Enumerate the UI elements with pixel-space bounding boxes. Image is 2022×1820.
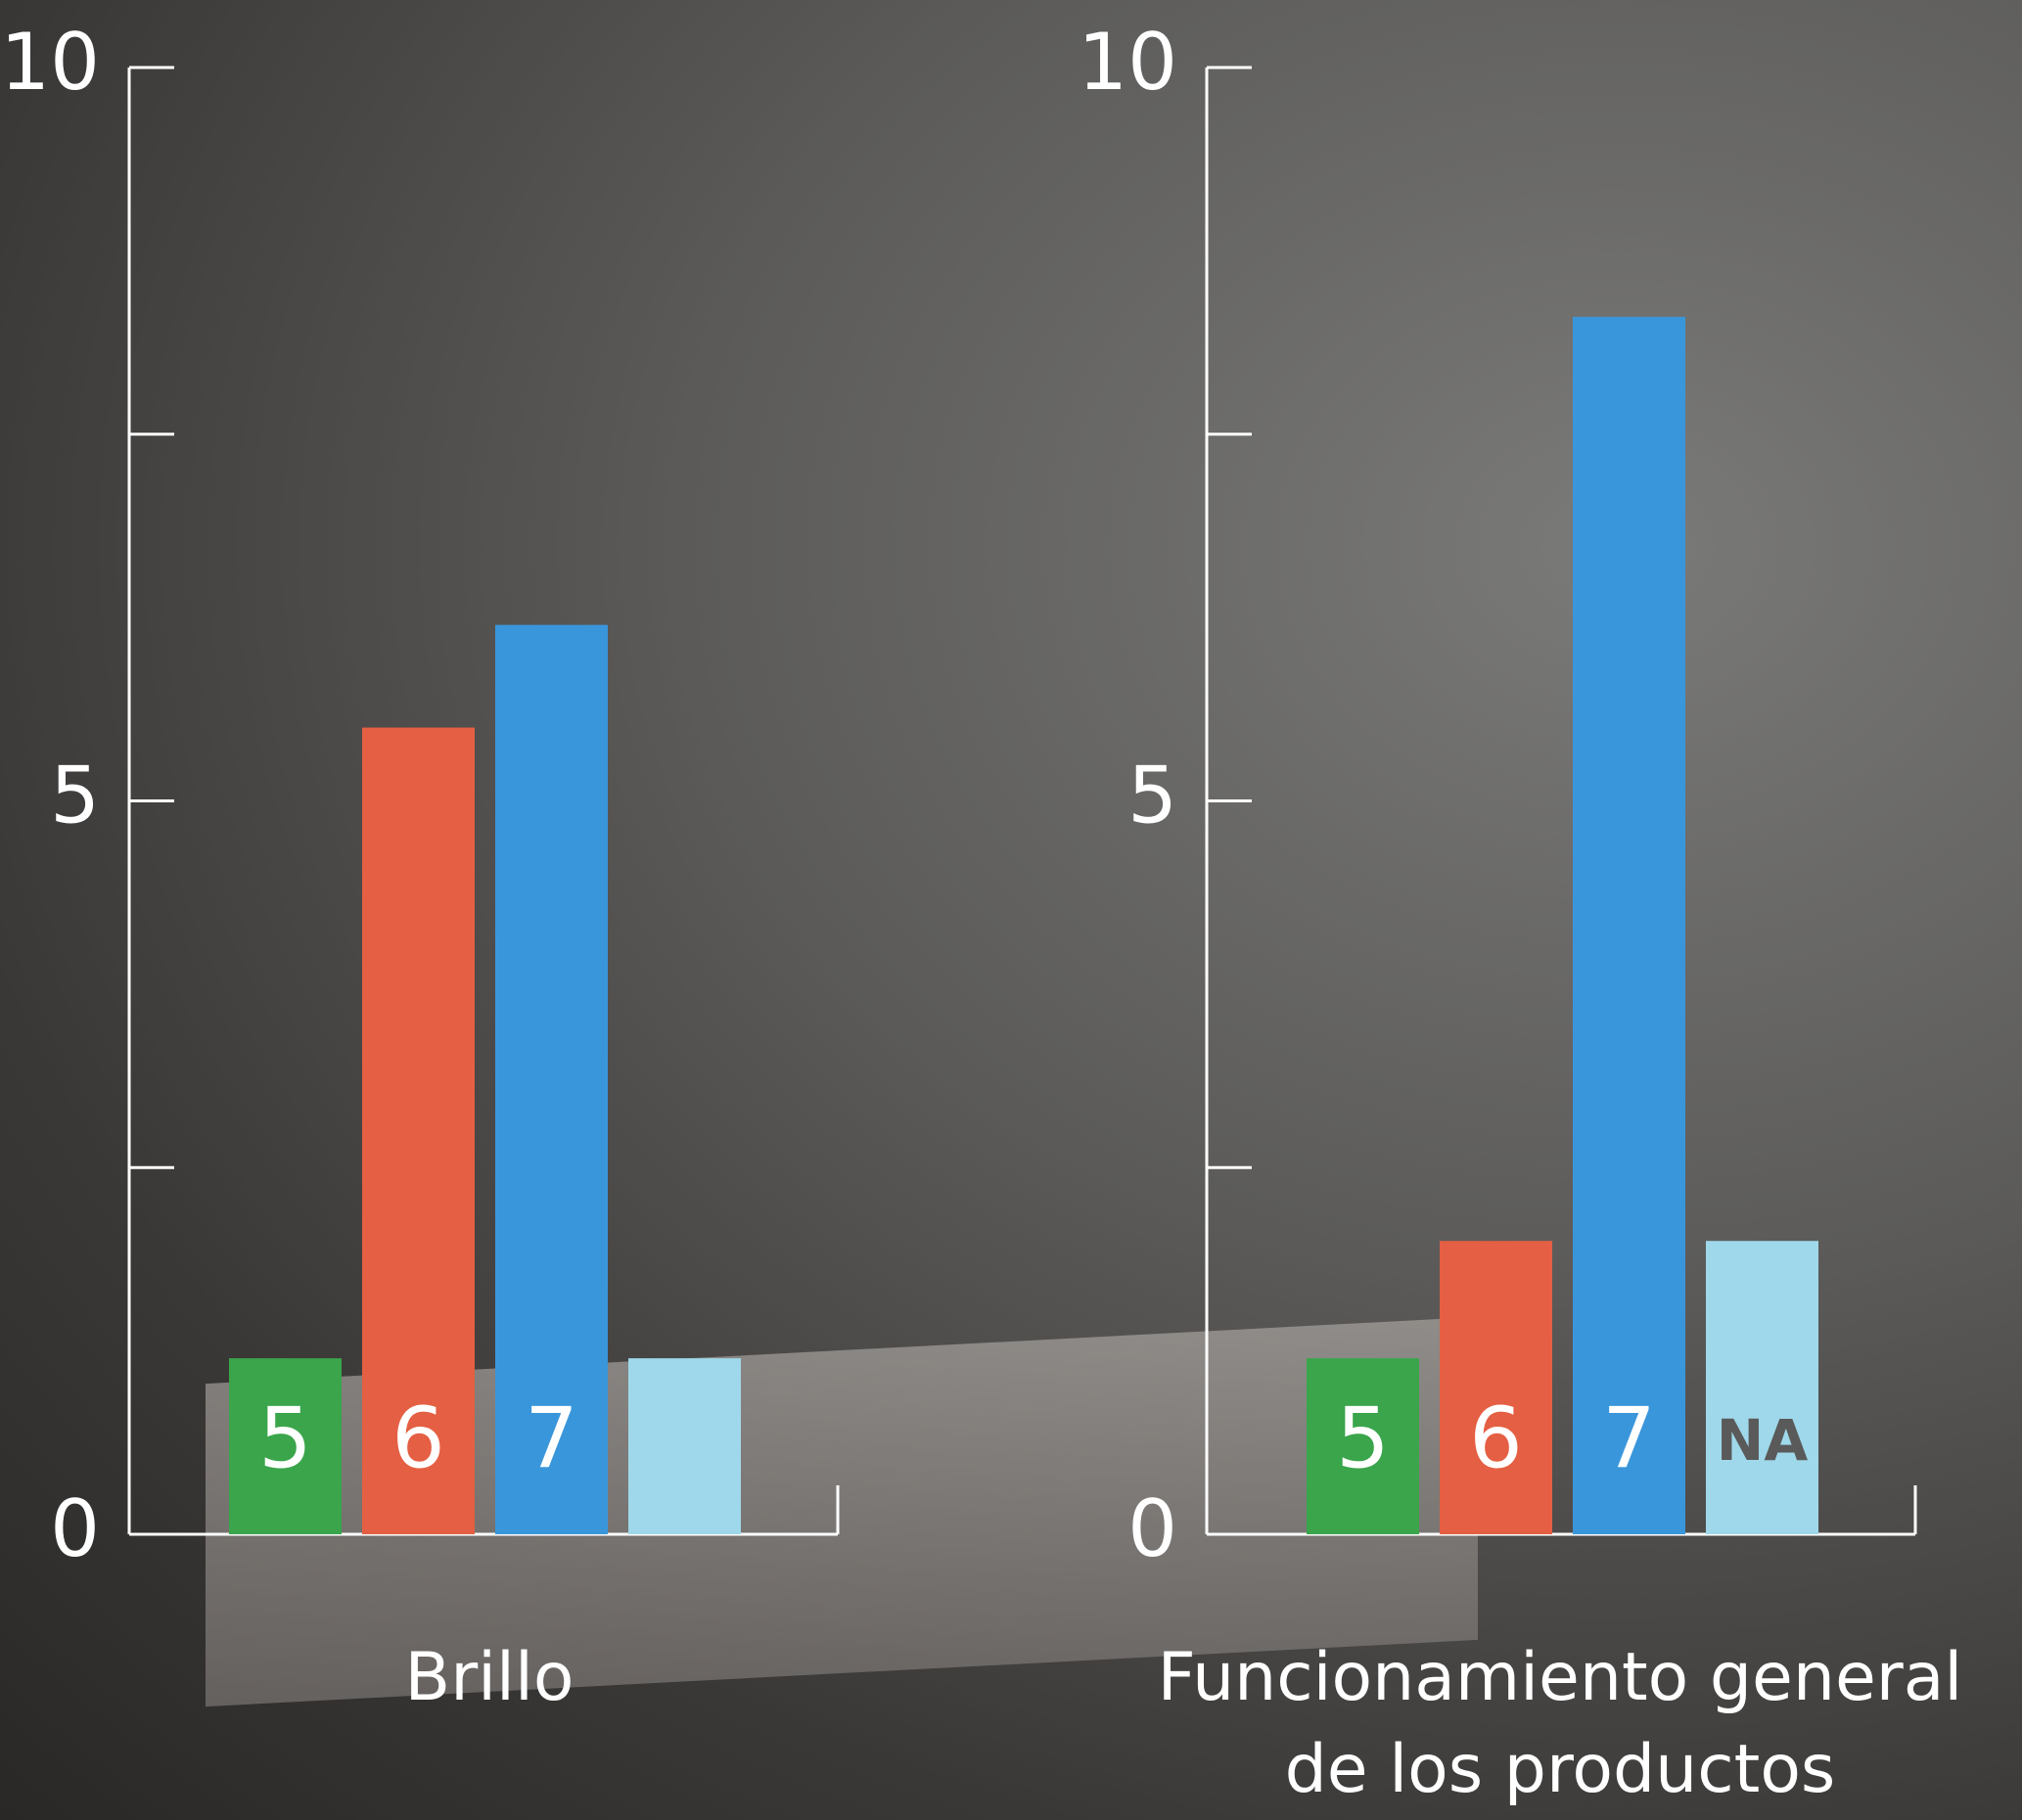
bar: [1706, 1241, 1818, 1534]
category-label: NA: [1717, 1407, 1809, 1474]
bar: [1440, 1241, 1552, 1534]
chart: 05105670510567NA: [0, 0, 2022, 1820]
x-axis-label: Funcionamiento general de los productos: [1110, 1632, 2010, 1816]
y-tick-label: 5: [1127, 750, 1177, 841]
category-label: 5: [1336, 1389, 1390, 1487]
x-axis-label: Brillo: [39, 1632, 940, 1724]
y-tick-label: 0: [1127, 1483, 1177, 1574]
category-label: 5: [258, 1389, 312, 1487]
category-label: 7: [525, 1389, 578, 1487]
bar: [628, 1358, 741, 1534]
category-label: 6: [1469, 1389, 1523, 1487]
y-tick-label: 0: [50, 1483, 100, 1574]
bar: [1573, 317, 1685, 1534]
y-tick-label: 10: [0, 17, 100, 108]
page: 05105670510567NA Brillo Funcionamiento g…: [0, 0, 2022, 1820]
category-label: 6: [391, 1389, 445, 1487]
y-tick-label: 10: [1078, 17, 1177, 108]
y-tick-label: 5: [50, 750, 100, 841]
category-label: 7: [1602, 1389, 1656, 1487]
